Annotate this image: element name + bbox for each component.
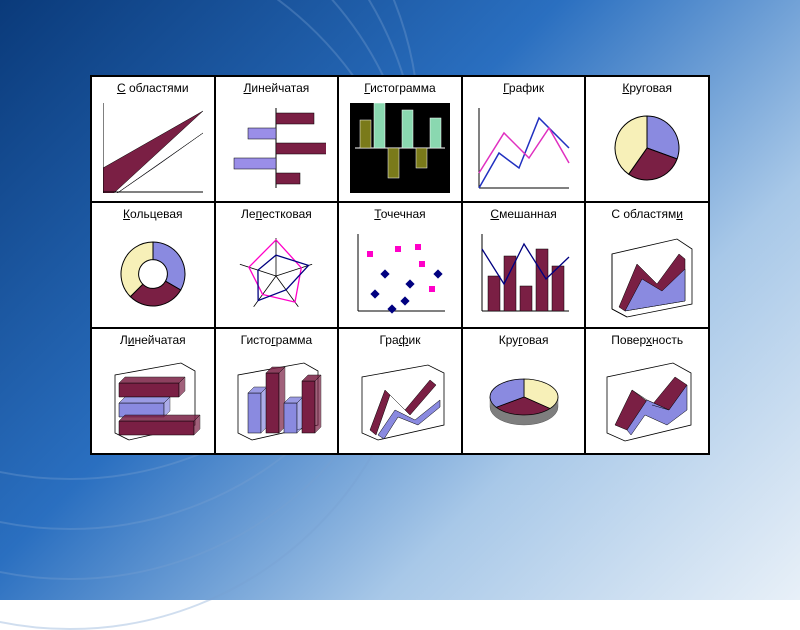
chart-type-label: Поверхность — [611, 333, 683, 347]
chart-type-area[interactable]: С областями — [91, 76, 215, 202]
chart-type-label: С областями — [117, 81, 189, 95]
chart-type-thumbnail — [588, 349, 706, 451]
chart-type-scatter[interactable]: Точечная — [338, 202, 462, 328]
chart-type-thumbnail — [465, 97, 583, 199]
chart-type-doughnut[interactable]: Кольцевая — [91, 202, 215, 328]
chart-type-label: Кольцевая — [123, 207, 183, 221]
chart-type-thumbnail — [94, 349, 212, 451]
chart-type-thumbnail — [588, 97, 706, 199]
chart-type-thumbnail — [218, 97, 336, 199]
chart-type-surface[interactable]: Поверхность — [585, 328, 709, 454]
chart-type-thumbnail — [341, 223, 459, 325]
chart-type-line3d[interactable]: График — [338, 328, 462, 454]
chart-type-thumbnail — [218, 223, 336, 325]
chart-type-label: Линейчатая — [244, 81, 310, 95]
chart-type-label: Лепестковая — [241, 207, 312, 221]
chart-type-thumbnail — [341, 349, 459, 451]
chart-type-label: Гистограмма — [364, 81, 435, 95]
chart-type-label: С областями — [611, 207, 683, 221]
chart-type-thumbnail — [218, 349, 336, 451]
chart-type-histogram[interactable]: Гистограмма — [338, 76, 462, 202]
chart-type-combo[interactable]: Смешанная — [462, 202, 586, 328]
chart-type-thumbnail — [341, 97, 459, 199]
chart-type-pie[interactable]: Круговая — [585, 76, 709, 202]
chart-type-label: График — [379, 333, 420, 347]
chart-type-hbar[interactable]: Линейчатая — [215, 76, 339, 202]
chart-type-thumbnail — [94, 223, 212, 325]
chart-type-label: Гистограмма — [241, 333, 312, 347]
chart-type-label: Круговая — [622, 81, 672, 95]
chart-type-label: Точечная — [374, 207, 425, 221]
chart-type-label: Круговая — [499, 333, 549, 347]
chart-type-label: График — [503, 81, 544, 95]
chart-type-thumbnail — [94, 97, 212, 199]
chart-type-area3d[interactable]: С областями — [585, 202, 709, 328]
chart-type-label: Линейчатая — [120, 333, 186, 347]
chart-type-column3d[interactable]: Гистограмма — [215, 328, 339, 454]
chart-type-label: Смешанная — [490, 207, 556, 221]
chart-type-hbar3d[interactable]: Линейчатая — [91, 328, 215, 454]
chart-type-thumbnail — [465, 349, 583, 451]
chart-type-pie3d[interactable]: Круговая — [462, 328, 586, 454]
chart-type-line[interactable]: График — [462, 76, 586, 202]
chart-type-thumbnail — [588, 223, 706, 325]
chart-type-gallery: С областями Линейчатая Гистограмма График Кр… — [90, 75, 710, 455]
chart-type-radar[interactable]: Лепестковая — [215, 202, 339, 328]
chart-type-thumbnail — [465, 223, 583, 325]
